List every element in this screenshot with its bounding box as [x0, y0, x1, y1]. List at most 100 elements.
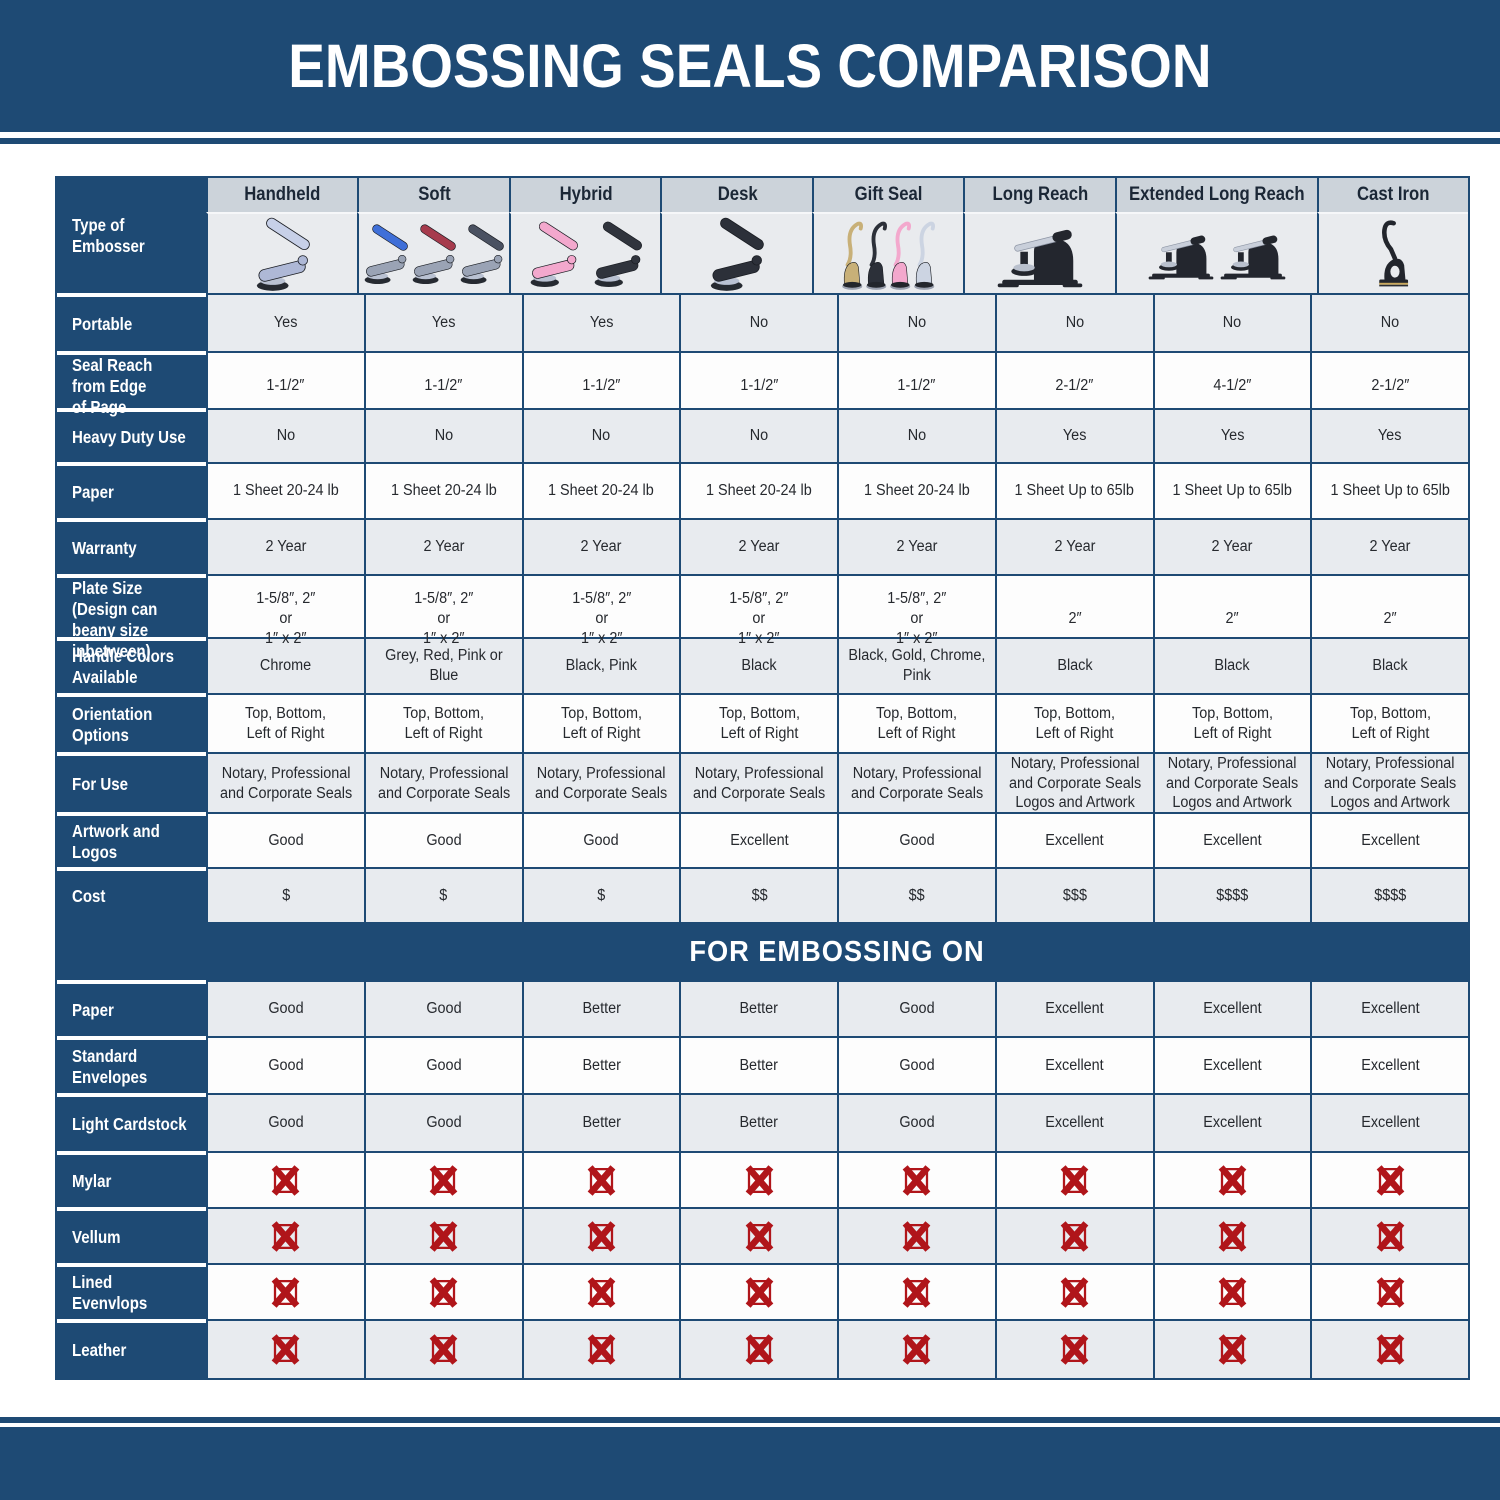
- row-label-heavy-duty-use: Heavy Duty Use: [57, 408, 206, 462]
- cell-value: Good: [425, 1000, 462, 1018]
- cell-standard-envelopes-handheld: Good: [206, 1036, 364, 1093]
- cell-value: Top, Bottom, Left of Right: [1191, 704, 1273, 742]
- cell-paper-gift-seal: Good: [837, 980, 995, 1036]
- cell-paper-cast-iron: 1 Sheet Up to 65lb: [1310, 462, 1468, 518]
- cell-cost-extended-long-reach: $$$$: [1152, 867, 1311, 922]
- cell-light-cardstock-gift-seal: Good: [837, 1093, 995, 1151]
- cell-artwork-and-logos-extended-long-reach: Excellent: [1152, 812, 1311, 867]
- table-row-handle-colors-available: Handle Colors Available Chrome Grey, Red, …: [57, 637, 1468, 693]
- table-row-leather: Leather: [57, 1319, 1468, 1378]
- cell-value: Good: [268, 1114, 304, 1132]
- cell-vellum-hybrid: [521, 1207, 680, 1263]
- red-x-icon: [429, 1220, 458, 1252]
- cell-value: 2 Year: [580, 538, 622, 556]
- cell-mylar-cast-iron: [1310, 1151, 1468, 1207]
- cell-orientation-options-cast-iron: Top, Bottom, Left of Right: [1310, 693, 1468, 752]
- cell-paper-handheld: Good: [206, 980, 364, 1036]
- cell-warranty-gift-seal: 2 Year: [837, 518, 995, 574]
- row-label-standard-envelopes: Standard Envelopes: [57, 1036, 206, 1093]
- cell-artwork-and-logos-long-reach: Excellent: [994, 812, 1153, 867]
- cell-orientation-options-extended-long-reach: Top, Bottom, Left of Right: [1152, 693, 1311, 752]
- red-x-icon: [745, 1334, 773, 1365]
- cell-value: No: [1223, 314, 1242, 332]
- cell-mylar-handheld: [206, 1151, 364, 1207]
- cell-value: Good: [899, 1000, 935, 1018]
- cell-leather-soft: [363, 1319, 522, 1378]
- cell-for-use-cast-iron: Notary, Professional and Corporate Seals…: [1310, 752, 1468, 814]
- cell-artwork-and-logos-desk: Excellent: [679, 812, 837, 867]
- cell-value: No: [749, 314, 769, 332]
- cell-value: $$$$: [1216, 886, 1249, 904]
- cell-value: Top, Bottom, Left of Right: [1034, 704, 1116, 742]
- red-x-icon: [1376, 1164, 1404, 1196]
- red-x-icon: [587, 1276, 616, 1308]
- cell-handle-colors-available-hybrid: Black, Pink: [521, 637, 680, 693]
- embosser-illustration: [256, 217, 310, 291]
- cell-value: Yes: [274, 314, 298, 332]
- cell-value: 2 Year: [738, 538, 780, 556]
- cell-standard-envelopes-long-reach: Excellent: [994, 1036, 1153, 1093]
- cell-seal-reach-from-edge-hybrid: 1-1/2″: [521, 351, 680, 418]
- cell-mylar-long-reach: [994, 1151, 1153, 1207]
- cell-portable-extended-long-reach: No: [1152, 293, 1311, 351]
- cell-paper-cast-iron: Excellent: [1310, 980, 1468, 1036]
- red-x-icon: [1376, 1334, 1404, 1365]
- red-x-icon: [1060, 1334, 1089, 1365]
- cell-value: 1 Sheet 20-24 lb: [863, 482, 970, 500]
- table-row-orientation-options: Orientation Options Top, Bottom, Left of …: [57, 693, 1468, 752]
- red-x-icon: [903, 1276, 931, 1308]
- footer-divider-rule: [0, 1417, 1500, 1423]
- cell-value: Excellent: [1203, 1114, 1262, 1132]
- cell-value: Good: [268, 831, 304, 849]
- cell-warranty-handheld: 2 Year: [206, 518, 364, 574]
- cell-paper-extended-long-reach: 1 Sheet Up to 65lb: [1152, 462, 1311, 518]
- cell-value: Notary, Professional and Corporate Seals…: [1166, 755, 1299, 812]
- embosser-illustration: [841, 221, 863, 290]
- column-header-gift-seal: Gift Seal: [811, 178, 964, 212]
- red-x-icon: [587, 1164, 616, 1196]
- red-x-icon: [745, 1164, 773, 1196]
- cell-portable-soft: Yes: [363, 293, 522, 351]
- cell-standard-envelopes-cast-iron: Excellent: [1310, 1036, 1468, 1093]
- table-row-portable: Portable Yes Yes Yes No No No No No: [57, 293, 1468, 351]
- cell-leather-handheld: [206, 1319, 364, 1378]
- cell-value: $: [439, 886, 448, 904]
- cell-handle-colors-available-long-reach: Black: [994, 637, 1153, 693]
- cell-cost-handheld: $: [206, 867, 364, 922]
- table-row-vellum: Vellum: [57, 1207, 1468, 1263]
- cell-portable-long-reach: No: [994, 293, 1153, 351]
- cell-value: 2 Year: [896, 538, 938, 556]
- table-row-lined-evenvlops: Lined Evenvlops: [57, 1263, 1468, 1319]
- embosser-illustration: [412, 223, 457, 284]
- cell-standard-envelopes-soft: Good: [363, 1036, 522, 1093]
- cell-value: Better: [582, 1114, 621, 1132]
- cell-heavy-duty-use-handheld: No: [206, 408, 364, 462]
- section-header-for-embossing-on: FOR EMBOSSING ON: [57, 922, 1468, 980]
- cell-value: Excellent: [1045, 1114, 1104, 1132]
- cell-cost-desk: $$: [679, 867, 837, 922]
- cell-for-use-handheld: Notary, Professional and Corporate Seals: [206, 752, 364, 814]
- cell-leather-long-reach: [994, 1319, 1153, 1378]
- cell-value: Notary, Professional and Corporate Seals: [693, 764, 826, 802]
- cell-warranty-extended-long-reach: 2 Year: [1152, 518, 1311, 574]
- cell-paper-long-reach: Excellent: [994, 980, 1153, 1036]
- table-row-mylar: Mylar: [57, 1151, 1468, 1207]
- cell-value: No: [1065, 314, 1084, 332]
- embosser-illustration: [594, 221, 642, 287]
- cell-value: 1 Sheet Up to 65lb: [1014, 482, 1135, 500]
- cell-value: $$$: [1062, 886, 1087, 904]
- cell-seal-reach-from-edge-cast-iron: 2-1/2″: [1310, 351, 1468, 418]
- cell-for-use-long-reach: Notary, Professional and Corporate Seals…: [994, 752, 1153, 814]
- row-label-type-of-embosser: Type of Embosser: [57, 178, 206, 293]
- cell-value: 1 Sheet Up to 65lb: [1172, 482, 1293, 500]
- cell-value: No: [907, 314, 927, 332]
- cell-light-cardstock-long-reach: Excellent: [994, 1093, 1153, 1151]
- embosser-image-gift-seal: [811, 212, 964, 293]
- cell-heavy-duty-use-soft: No: [363, 408, 522, 462]
- cell-paper-soft: 1 Sheet 20-24 lb: [363, 462, 522, 518]
- cell-value: $: [281, 886, 290, 904]
- red-x-icon: [903, 1334, 931, 1365]
- red-x-icon: [587, 1334, 616, 1365]
- row-label-plate-size-design-can: Plate Size (Design can beany size inbetw…: [57, 574, 206, 662]
- cell-value: Top, Bottom, Left of Right: [876, 704, 958, 742]
